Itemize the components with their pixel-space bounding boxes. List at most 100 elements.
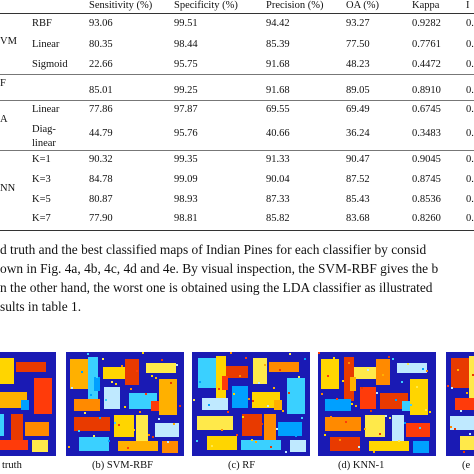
table-cell: 85.39: [266, 39, 290, 50]
header-oa: OA (%): [346, 0, 379, 11]
class-region: [88, 357, 98, 401]
misclassified-pixel: [422, 368, 424, 370]
class-region: [450, 416, 474, 430]
table-cell: 0.: [466, 128, 474, 139]
misclassified-pixel: [199, 381, 201, 383]
class-region: [0, 414, 4, 436]
misclassified-pixel: [179, 405, 181, 407]
misclassified-pixel: [221, 429, 223, 431]
class-region: [151, 401, 159, 411]
table-cell: 0.9282: [412, 18, 441, 29]
header-precision: Precision (%): [266, 0, 324, 11]
table-cell: 91.33: [266, 154, 290, 165]
class-region: [136, 415, 148, 445]
table-cell: 77.50: [346, 39, 370, 50]
misclassified-pixel: [304, 358, 306, 360]
class-region: [290, 440, 306, 452]
misclassified-pixel: [324, 434, 326, 436]
misclassified-pixel: [388, 356, 390, 358]
misclassified-pixel: [251, 439, 253, 441]
table-cell: 40.66: [266, 128, 290, 139]
row-label: Linear: [32, 39, 60, 50]
class-region: [406, 423, 430, 437]
table-cell: 0.8745: [412, 174, 441, 185]
group-label-rf: F: [0, 78, 6, 89]
class-region: [159, 379, 177, 415]
table-cell: 90.04: [266, 174, 290, 185]
table-bottom-rule: [0, 230, 474, 231]
misclassified-pixel: [401, 381, 403, 383]
table-cell: 0.8910: [412, 85, 441, 96]
misclassified-pixel: [327, 375, 329, 377]
table-cell: 0.: [466, 18, 474, 29]
class-region: [125, 359, 139, 385]
table-cell: 89.05: [346, 85, 370, 96]
misclassified-pixel: [161, 359, 163, 361]
table-cell: 98.81: [174, 213, 198, 224]
misclassified-pixel: [413, 445, 415, 447]
misclassified-pixel: [385, 415, 387, 417]
misclassified-pixel: [339, 439, 341, 441]
misclassified-pixel: [96, 376, 98, 378]
misclassified-pixel: [352, 364, 354, 366]
misclassified-pixel: [261, 423, 263, 425]
table-cell: 0.: [466, 104, 474, 115]
class-region: [197, 416, 233, 430]
misclassified-pixel: [264, 364, 266, 366]
misclassified-pixel: [389, 417, 391, 419]
misclassified-pixel: [108, 440, 110, 442]
row-label: Linear: [32, 104, 60, 115]
table-cell: 0.: [466, 213, 474, 224]
misclassified-pixel: [218, 388, 220, 390]
misclassified-pixel: [121, 365, 123, 367]
misclassified-pixel: [463, 451, 465, 453]
class-region: [34, 378, 52, 414]
svm-rbf-map: [66, 352, 184, 456]
misclassified-pixel: [370, 410, 372, 412]
row-label: K=3: [32, 174, 51, 185]
misclassified-pixel: [90, 394, 92, 396]
class-region: [451, 358, 469, 388]
group-label-svm: VM: [0, 36, 17, 47]
misclassified-pixel: [373, 451, 375, 453]
misclassified-pixel: [429, 411, 431, 413]
class-region: [129, 393, 157, 409]
table-cell: 0.3483: [412, 128, 441, 139]
class-region: [114, 415, 134, 437]
misclassified-pixel: [361, 387, 363, 389]
misclassified-pixel: [342, 380, 344, 382]
misclassified-pixel: [87, 353, 89, 355]
table-cell: 77.86: [89, 104, 113, 115]
class-region: [162, 441, 178, 453]
misclassified-pixel: [426, 370, 428, 372]
misclassified-pixel: [202, 422, 204, 424]
misclassified-pixel: [285, 451, 287, 453]
misclassified-pixel: [164, 400, 166, 402]
class-region: [216, 356, 226, 400]
class-region: [232, 386, 248, 408]
misclassified-pixel: [447, 385, 449, 387]
misclassified-pixel: [379, 433, 381, 435]
misclassified-pixel: [71, 387, 73, 389]
misclassified-pixel: [111, 381, 113, 383]
misclassified-pixel: [224, 370, 226, 372]
table-cell: 22.66: [89, 59, 113, 70]
misclassified-pixel: [276, 428, 278, 430]
class-region: [202, 398, 228, 410]
class-region: [241, 440, 281, 450]
misclassified-pixel: [151, 375, 153, 377]
misclassified-pixel: [230, 352, 232, 354]
misclassified-pixel: [208, 404, 210, 406]
class-region: [252, 392, 280, 408]
misclassified-pixel: [348, 362, 350, 364]
table-cell: 93.27: [346, 18, 370, 29]
table-cell: 93.06: [89, 18, 113, 29]
class-region: [392, 415, 404, 445]
misclassified-pixel: [292, 394, 294, 396]
paragraph-line: sults in table 1.: [0, 299, 82, 314]
class-region: [25, 422, 49, 436]
misclassified-pixel: [176, 364, 178, 366]
class-region: [460, 436, 474, 450]
misclassified-pixel: [454, 428, 456, 430]
